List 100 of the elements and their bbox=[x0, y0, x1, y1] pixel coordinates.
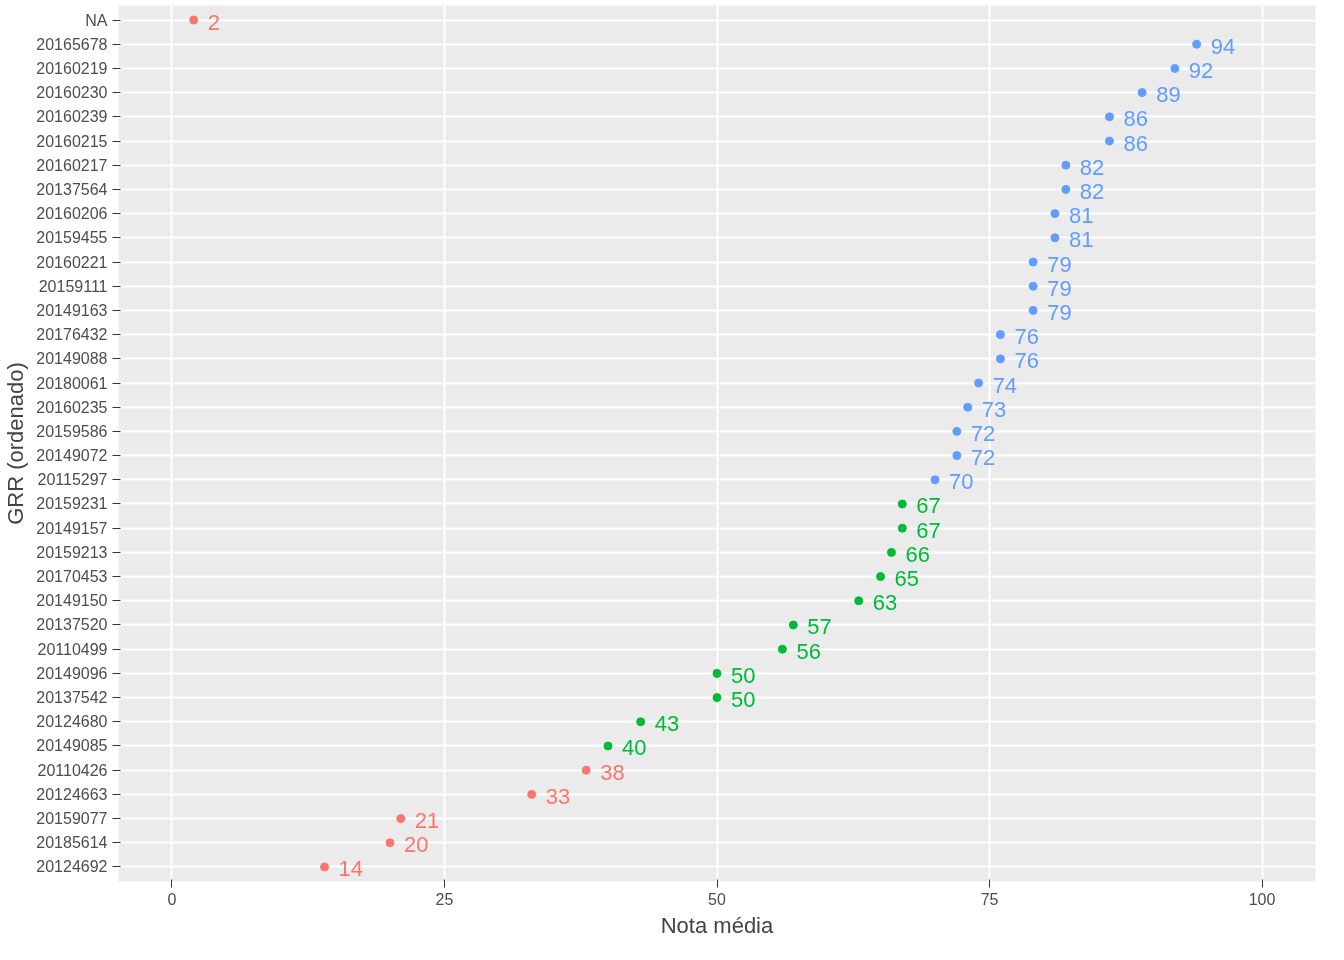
data-label: 63 bbox=[872, 590, 898, 616]
point bbox=[712, 693, 722, 703]
y-tick-label: 20160235 bbox=[36, 398, 108, 416]
data-label: 40 bbox=[621, 735, 647, 761]
point bbox=[581, 765, 591, 775]
data-label: 57 bbox=[807, 614, 832, 640]
y-tick-label: 20149072 bbox=[36, 447, 108, 465]
y-tick-label: 20149150 bbox=[36, 592, 108, 610]
data-label: 38 bbox=[600, 759, 625, 785]
y-tick-label: 20165678 bbox=[36, 35, 108, 53]
point bbox=[897, 499, 907, 509]
x-axis-title: Nota média bbox=[660, 912, 775, 938]
data-label: 89 bbox=[1156, 82, 1181, 108]
y-tick-label: 20160239 bbox=[36, 108, 108, 126]
data-label: 67 bbox=[916, 517, 941, 543]
data-label: 82 bbox=[1079, 178, 1105, 204]
point bbox=[1028, 305, 1038, 315]
y-tick-label: 20160219 bbox=[36, 59, 108, 77]
data-label: 86 bbox=[1123, 130, 1148, 156]
point bbox=[1137, 88, 1147, 98]
y-tick-label: 20115297 bbox=[37, 471, 108, 489]
point bbox=[1061, 184, 1071, 194]
y-tick-label: 20137542 bbox=[36, 689, 108, 707]
y-tick-label: 20185614 bbox=[36, 834, 108, 852]
y-tick-label: 20149157 bbox=[36, 519, 108, 537]
y-tick-label: NA bbox=[85, 11, 108, 29]
y-tick-label: 20159586 bbox=[36, 422, 108, 440]
y-tick-label: 20180061 bbox=[36, 374, 108, 392]
y-tick-label: 20124663 bbox=[36, 785, 108, 803]
y-tick-label: 20159213 bbox=[36, 543, 108, 561]
point bbox=[396, 814, 406, 824]
data-label: 79 bbox=[1047, 299, 1072, 325]
y-tick-label: 20160215 bbox=[36, 132, 108, 150]
data-label: 73 bbox=[981, 396, 1007, 422]
y-tick-label: 20137520 bbox=[36, 616, 108, 634]
y-axis-title: GRR (ordenado) bbox=[3, 362, 29, 525]
point bbox=[854, 596, 864, 606]
data-label: 76 bbox=[1014, 348, 1039, 374]
data-label: 67 bbox=[916, 493, 941, 519]
y-tick-label: 20149088 bbox=[36, 350, 108, 368]
point bbox=[636, 717, 646, 727]
data-label: 14 bbox=[338, 856, 364, 882]
x-tick-label: 100 bbox=[1248, 890, 1276, 908]
point bbox=[974, 378, 984, 388]
data-label: 56 bbox=[796, 638, 821, 664]
data-label: 81 bbox=[1068, 203, 1094, 229]
point bbox=[1104, 136, 1114, 146]
data-label: 72 bbox=[970, 420, 996, 446]
y-tick-label: 20149096 bbox=[36, 664, 108, 682]
data-label: 81 bbox=[1068, 227, 1094, 253]
y-tick-label: 20124680 bbox=[36, 713, 108, 731]
data-label: 65 bbox=[894, 566, 920, 592]
y-tick-label: 20110499 bbox=[37, 640, 108, 658]
point bbox=[1028, 281, 1038, 291]
data-label: 20 bbox=[403, 832, 429, 858]
point bbox=[897, 523, 907, 533]
x-tick-label: 50 bbox=[708, 890, 726, 908]
point bbox=[995, 354, 1005, 364]
y-tick-label: 20160206 bbox=[36, 205, 108, 223]
point bbox=[1104, 112, 1114, 122]
y-tick-label: 20159455 bbox=[36, 229, 108, 247]
point bbox=[952, 426, 962, 436]
data-label: 94 bbox=[1210, 33, 1236, 59]
data-label: 79 bbox=[1047, 251, 1072, 277]
point bbox=[788, 620, 798, 630]
point bbox=[1192, 39, 1202, 49]
x-tick-label: 75 bbox=[980, 890, 999, 908]
y-tick-label: 20176432 bbox=[36, 326, 108, 344]
point bbox=[1061, 160, 1071, 170]
point bbox=[1170, 63, 1180, 73]
point bbox=[777, 644, 787, 654]
data-label: 66 bbox=[905, 541, 930, 567]
data-label: 50 bbox=[731, 687, 756, 713]
data-label: 92 bbox=[1188, 57, 1214, 83]
y-tick-label: 20159111 bbox=[38, 277, 108, 295]
point bbox=[527, 789, 537, 799]
point bbox=[1050, 209, 1060, 219]
point bbox=[963, 402, 973, 412]
data-label: 70 bbox=[949, 469, 974, 495]
point bbox=[952, 451, 962, 461]
y-tick-label: 20160221 bbox=[36, 253, 108, 271]
data-label: 43 bbox=[654, 711, 680, 737]
data-label: 82 bbox=[1079, 154, 1105, 180]
point bbox=[712, 668, 722, 678]
y-tick-label: 20159077 bbox=[36, 810, 108, 828]
data-label: 50 bbox=[731, 662, 756, 688]
point bbox=[603, 741, 613, 751]
x-tick-label: 25 bbox=[435, 890, 454, 908]
y-tick-label: 20159231 bbox=[36, 495, 108, 513]
point bbox=[930, 475, 940, 485]
point bbox=[385, 838, 395, 848]
data-label: 74 bbox=[992, 372, 1018, 398]
point bbox=[189, 15, 199, 25]
data-label: 79 bbox=[1047, 275, 1072, 301]
x-tick-label: 0 bbox=[167, 890, 177, 908]
y-tick-label: 20137564 bbox=[36, 180, 108, 198]
y-tick-label: 20160230 bbox=[36, 84, 108, 102]
data-label: 33 bbox=[545, 783, 571, 809]
y-tick-label: 20149163 bbox=[36, 301, 108, 319]
data-label: 72 bbox=[970, 445, 996, 471]
